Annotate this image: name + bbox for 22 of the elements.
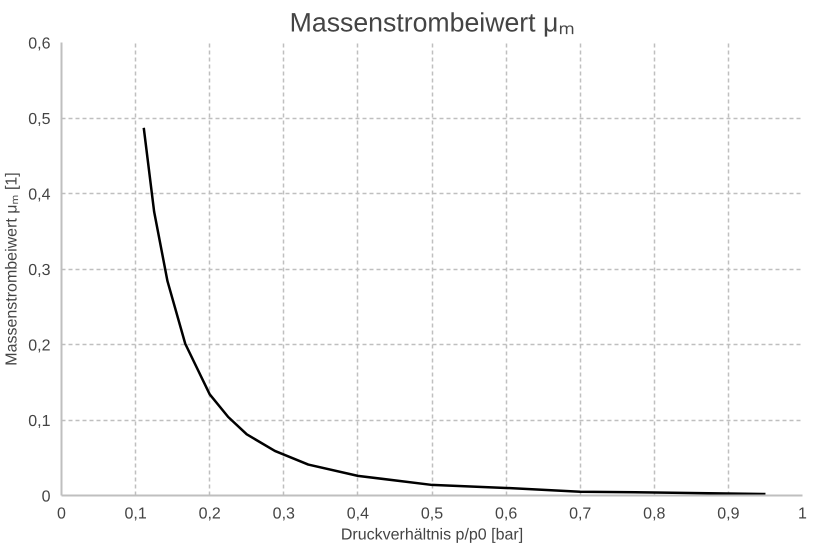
x-axis-title: Druckverhältnis p/p0 [bar] xyxy=(340,526,524,544)
x-tick-label: 0 xyxy=(57,506,66,522)
y-tick-label: 0,1 xyxy=(28,413,51,430)
y-tick-label: 0,2 xyxy=(28,338,51,354)
y-tick-label: 0 xyxy=(42,488,51,506)
x-tick-label: 0,3 xyxy=(272,506,296,522)
x-tick-label: 0,5 xyxy=(420,506,444,522)
y-tick-label: 0,5 xyxy=(28,111,51,128)
y-tick-label: 0,3 xyxy=(28,262,51,279)
chart-title: Massenstrombeiwert μₘ xyxy=(290,8,574,38)
x-tick-label: 0,4 xyxy=(346,506,370,522)
x-tick-label: 0,1 xyxy=(124,506,147,522)
y-tick-label: 0,4 xyxy=(28,186,51,204)
y-tick-label: 0,6 xyxy=(28,36,51,52)
x-tick-label: 0,8 xyxy=(643,506,666,522)
x-tick-label: 1 xyxy=(798,506,808,522)
line-series xyxy=(142,126,767,496)
x-tick-label: 0,6 xyxy=(494,506,518,522)
x-tick-label: 0,2 xyxy=(198,506,221,522)
x-tick-label: 0,7 xyxy=(569,506,592,522)
x-tick-label: 0,9 xyxy=(717,506,740,522)
y-axis-title: Massenstrombeiwert μₘ [1] xyxy=(3,172,20,366)
